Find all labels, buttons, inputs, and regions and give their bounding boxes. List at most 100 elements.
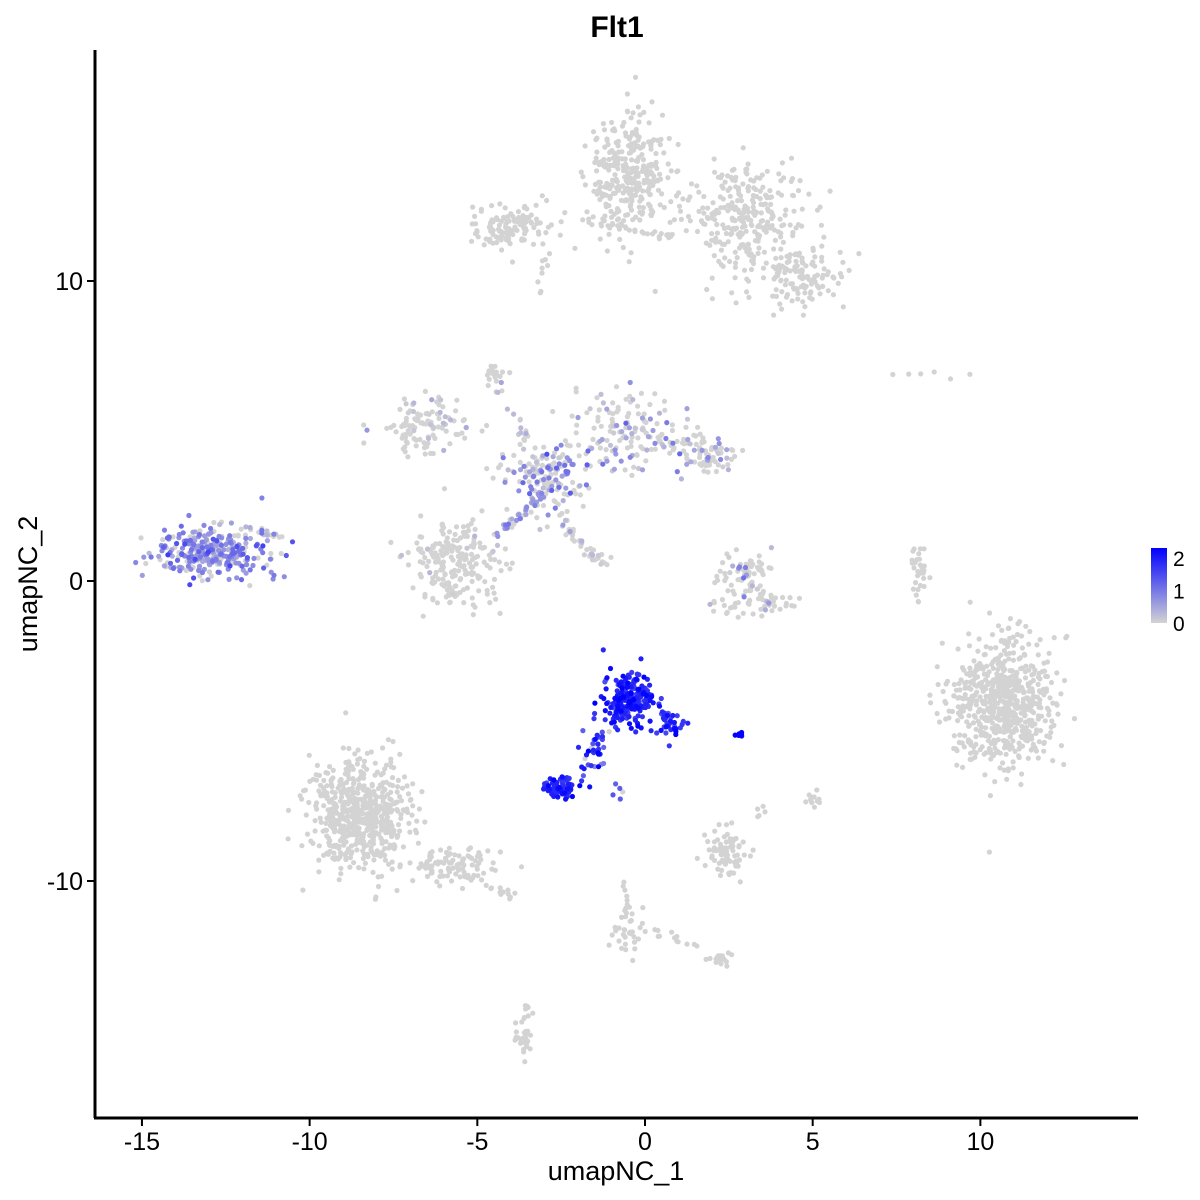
data-point — [1002, 638, 1008, 644]
data-point — [751, 571, 757, 577]
data-point — [997, 765, 1003, 771]
data-point — [391, 842, 397, 848]
data-point — [755, 232, 761, 239]
data-point — [330, 767, 336, 774]
data-point — [612, 447, 618, 453]
data-point — [777, 301, 783, 307]
data-point — [368, 749, 374, 755]
data-point — [138, 535, 144, 541]
data-point — [776, 171, 782, 177]
data-point — [641, 411, 647, 417]
data-point — [989, 632, 996, 638]
data-point — [455, 864, 461, 870]
data-point — [756, 245, 762, 251]
data-point — [469, 862, 475, 868]
data-point — [994, 671, 1000, 677]
data-point — [821, 266, 827, 272]
data-point — [472, 858, 478, 864]
data-point — [718, 247, 725, 253]
data-point — [384, 425, 390, 431]
data-point — [722, 578, 728, 584]
data-point — [604, 458, 610, 464]
data-point — [405, 791, 412, 797]
data-point — [330, 822, 337, 828]
data-point — [691, 447, 697, 453]
data-point — [721, 834, 727, 840]
data-point — [616, 938, 622, 944]
data-point — [783, 603, 789, 609]
data-point — [742, 564, 749, 571]
data-point — [668, 199, 674, 205]
data-point — [597, 236, 603, 242]
data-point — [496, 222, 502, 228]
data-point — [318, 819, 324, 825]
data-point — [684, 406, 690, 412]
data-point — [987, 610, 993, 616]
x-tick-label: -15 — [124, 1128, 160, 1156]
data-point — [811, 794, 817, 800]
data-point — [211, 519, 217, 526]
data-point — [562, 438, 569, 444]
data-point — [557, 232, 563, 238]
data-point — [783, 294, 790, 300]
data-point — [440, 420, 446, 426]
data-point — [644, 231, 651, 237]
data-point — [633, 126, 639, 133]
data-point — [460, 524, 467, 530]
data-point — [389, 807, 395, 813]
data-point — [738, 198, 745, 204]
data-point — [718, 456, 724, 463]
data-point — [527, 1032, 534, 1038]
data-point — [582, 143, 588, 149]
data-point — [498, 229, 504, 235]
data-point — [732, 264, 739, 270]
data-point — [969, 693, 975, 699]
data-point — [972, 714, 978, 720]
data-point — [443, 428, 449, 434]
data-point — [1004, 776, 1010, 782]
data-point — [633, 729, 639, 735]
data-point — [600, 400, 607, 406]
data-point — [529, 486, 535, 492]
data-point — [992, 699, 998, 705]
data-point — [426, 558, 432, 565]
data-point — [367, 832, 373, 839]
data-point — [551, 777, 557, 783]
data-point — [187, 582, 193, 588]
data-point — [414, 818, 420, 824]
data-point — [478, 857, 484, 863]
data-point — [846, 267, 852, 273]
data-point — [599, 734, 606, 740]
data-point — [711, 598, 717, 604]
data-point — [1000, 698, 1006, 705]
data-point — [614, 217, 621, 223]
data-point — [675, 141, 681, 148]
data-point — [592, 700, 598, 706]
data-point — [465, 523, 471, 529]
data-point — [580, 174, 586, 180]
data-point — [693, 441, 699, 447]
data-point — [915, 573, 921, 579]
data-point — [556, 484, 562, 490]
data-point — [703, 463, 709, 469]
data-point — [993, 738, 999, 744]
data-point — [488, 363, 494, 369]
data-point — [947, 376, 954, 382]
data-point — [778, 234, 784, 240]
data-point — [684, 416, 691, 422]
data-point — [742, 203, 748, 209]
data-point — [626, 425, 633, 431]
data-point — [428, 870, 434, 876]
data-point — [1061, 761, 1067, 768]
data-point — [375, 874, 381, 880]
data-point — [324, 795, 330, 802]
data-point — [559, 774, 565, 780]
data-point — [316, 843, 322, 849]
data-point — [652, 391, 658, 397]
data-point — [1041, 739, 1047, 746]
data-point — [491, 576, 498, 583]
data-point — [814, 787, 820, 793]
data-point — [481, 870, 487, 876]
data-point — [489, 203, 495, 209]
data-point — [984, 672, 991, 679]
